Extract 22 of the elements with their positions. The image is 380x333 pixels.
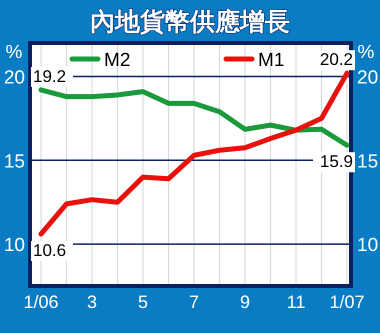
y-tick-label: 20 [4,68,25,89]
chart-title: 內地貨幣供應增長 [90,8,290,36]
data-label: 20.2 [320,50,353,70]
y-tick-label: 15 [4,151,25,172]
x-tick-label: 7 [188,292,200,312]
x-tick-label: 9 [240,292,250,312]
y-axis-title: % [6,42,23,63]
x-tick-label: 1/06 [23,292,59,312]
y2-tick-label: 10 [357,235,378,256]
data-label: 15.9 [320,152,353,172]
x-tick-label: 5 [138,292,148,312]
x-tick-label: 3 [86,292,98,312]
legend-label: M2 [104,50,130,71]
y2-tick-label: 20 [357,68,378,89]
x-tick-label: 1/07 [329,292,365,312]
data-label: 19.2 [33,66,66,86]
data-label: 10.6 [33,241,66,260]
y2-axis-title: % [358,42,375,63]
y2-tick-label: 15 [357,151,378,172]
x-tick-label: 11 [286,292,306,312]
legend-label: M1 [258,50,284,71]
y-tick-label: 10 [4,235,25,256]
